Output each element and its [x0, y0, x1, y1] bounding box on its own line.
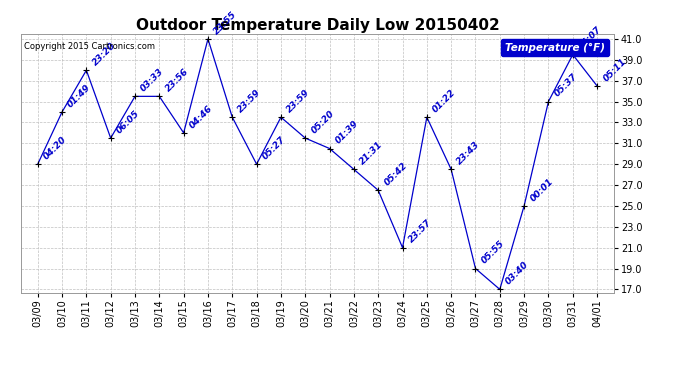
Text: 05:37: 05:37 — [553, 72, 579, 99]
Text: 23:20: 23:20 — [90, 41, 117, 68]
Text: 23:56: 23:56 — [164, 67, 190, 94]
Text: 23:55: 23:55 — [212, 10, 239, 36]
Text: 05:11: 05:11 — [601, 57, 628, 83]
Text: 23:59: 23:59 — [237, 88, 263, 114]
Text: 05:42: 05:42 — [382, 161, 409, 188]
Legend: Temperature (°F): Temperature (°F) — [500, 39, 609, 56]
Text: 00:01: 00:01 — [529, 177, 555, 203]
Text: 03:33: 03:33 — [139, 67, 166, 94]
Text: 06:05: 06:05 — [115, 109, 141, 135]
Text: 23:59: 23:59 — [285, 88, 312, 114]
Text: 04:46: 04:46 — [188, 104, 215, 130]
Text: 05:07: 05:07 — [577, 25, 604, 52]
Text: 05:27: 05:27 — [261, 135, 287, 161]
Text: 05:20: 05:20 — [309, 109, 336, 135]
Text: 23:43: 23:43 — [455, 140, 482, 166]
Text: 01:22: 01:22 — [431, 88, 457, 114]
Title: Outdoor Temperature Daily Low 20150402: Outdoor Temperature Daily Low 20150402 — [135, 18, 500, 33]
Text: 05:55: 05:55 — [480, 239, 506, 266]
Text: 21:31: 21:31 — [358, 140, 384, 166]
Text: 03:40: 03:40 — [504, 260, 531, 286]
Text: Copyright 2015 Cartronics.com: Copyright 2015 Cartronics.com — [23, 42, 155, 51]
Text: 01:49: 01:49 — [66, 82, 93, 109]
Text: 23:57: 23:57 — [406, 218, 433, 245]
Text: 04:20: 04:20 — [42, 135, 68, 161]
Text: 01:39: 01:39 — [334, 119, 360, 146]
